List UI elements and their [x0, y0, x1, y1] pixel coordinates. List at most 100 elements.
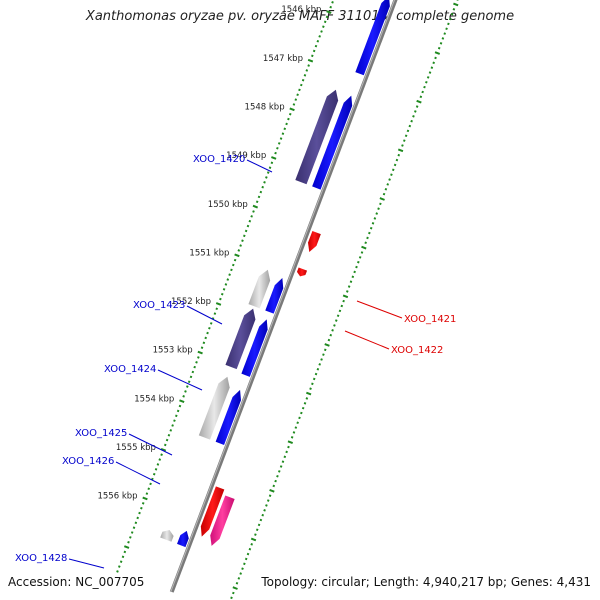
minor-tick: [123, 550, 127, 554]
major-tick: [287, 440, 294, 445]
minor-tick: [300, 83, 303, 87]
minor-tick: [355, 265, 358, 269]
minor-tick: [349, 280, 353, 283]
minor-tick: [296, 421, 299, 425]
gene-feature: [296, 267, 308, 277]
minor-tick: [156, 463, 160, 466]
minor-tick: [230, 596, 233, 600]
minor-tick: [311, 382, 314, 386]
minor-tick: [281, 132, 285, 135]
gene-label: XOO_1423: [133, 300, 185, 311]
major-tick: [326, 10, 332, 14]
minor-tick: [257, 195, 261, 199]
minor-tick: [145, 492, 149, 495]
backbone-layer: [169, 0, 398, 593]
minor-tick: [320, 358, 323, 361]
major-tick: [271, 156, 277, 160]
gene-label-leader: [246, 159, 273, 173]
major-tick: [142, 496, 148, 501]
minor-tick: [272, 484, 276, 488]
minor-tick: [228, 273, 231, 277]
axis-tick-label: 1548 kbp: [245, 103, 285, 113]
axis-tick-label: 1550 kbp: [208, 200, 248, 210]
minor-tick: [226, 278, 230, 281]
gene-feature: [215, 389, 241, 445]
minor-tick: [118, 565, 121, 568]
gene-feature: [308, 230, 321, 253]
minor-tick: [303, 74, 307, 77]
gene-feature: [198, 376, 230, 440]
minor-tick: [305, 397, 309, 400]
minor-tick: [265, 504, 268, 507]
gene-feature: [210, 495, 235, 546]
minor-tick: [309, 387, 312, 390]
minor-tick: [346, 290, 349, 293]
minor-tick: [279, 137, 283, 140]
minor-tick: [246, 224, 250, 228]
minor-tick: [191, 370, 195, 374]
major-tick: [361, 245, 367, 250]
minor-tick: [147, 487, 151, 491]
minor-tick: [266, 171, 270, 174]
gene-feature: [160, 529, 174, 542]
gene-label: XOO_1420: [193, 154, 245, 165]
minor-tick: [209, 322, 213, 325]
minor-tick: [175, 414, 178, 418]
minor-tick: [213, 312, 217, 315]
minor-tick: [366, 236, 369, 240]
axis-tick-label: 1547 kbp: [263, 54, 303, 64]
minor-tick: [322, 25, 325, 28]
minor-tick: [277, 142, 281, 145]
minor-tick: [410, 119, 413, 123]
minor-tick: [379, 202, 382, 206]
major-tick: [453, 2, 459, 7]
gene-label: XOO_1421: [404, 314, 456, 325]
major-tick: [342, 294, 349, 299]
axis-tick-label: 1555 kbp: [116, 443, 156, 453]
gene-label-leader: [356, 300, 403, 319]
major-tick: [324, 343, 330, 347]
minor-tick: [298, 88, 301, 92]
minor-tick: [129, 536, 132, 539]
minor-tick: [268, 494, 272, 497]
minor-tick: [163, 443, 167, 447]
minor-tick: [331, 329, 334, 332]
minor-tick: [169, 429, 173, 432]
minor-tick: [360, 251, 364, 254]
gene-label-leader: [68, 558, 105, 569]
gene-label: XOO_1425: [75, 428, 127, 439]
minor-tick: [138, 511, 141, 515]
minor-tick: [176, 409, 180, 413]
minor-tick: [357, 260, 360, 264]
minor-tick: [325, 15, 329, 19]
minor-tick: [406, 129, 410, 133]
minor-tick: [121, 555, 125, 559]
gene-feature: [200, 486, 225, 537]
minor-tick: [390, 173, 393, 176]
minor-tick: [116, 570, 119, 573]
major-tick: [250, 537, 257, 542]
minor-tick: [285, 122, 288, 126]
gene-feature: [177, 530, 189, 548]
minor-tick: [316, 367, 320, 371]
minor-tick: [246, 552, 250, 556]
minor-tick: [285, 450, 288, 454]
minor-tick: [252, 210, 255, 213]
axis-tick-label: 1552 kbp: [171, 297, 211, 307]
axis-tick-label: 1549 kbp: [226, 151, 266, 161]
minor-tick: [287, 445, 290, 449]
genome-backbone: [169, 0, 398, 593]
minor-tick: [300, 411, 303, 415]
minor-tick: [322, 353, 325, 356]
major-tick: [234, 253, 240, 258]
minor-tick: [254, 533, 257, 536]
minor-tick: [178, 404, 182, 408]
minor-tick: [281, 460, 285, 463]
minor-tick: [230, 268, 233, 272]
minor-tick: [441, 37, 445, 40]
minor-tick: [402, 139, 406, 142]
minor-tick: [333, 324, 336, 327]
axis-tick-label: 1546 kbp: [281, 5, 321, 15]
minor-tick: [233, 258, 237, 262]
minor-tick: [334, 319, 338, 322]
